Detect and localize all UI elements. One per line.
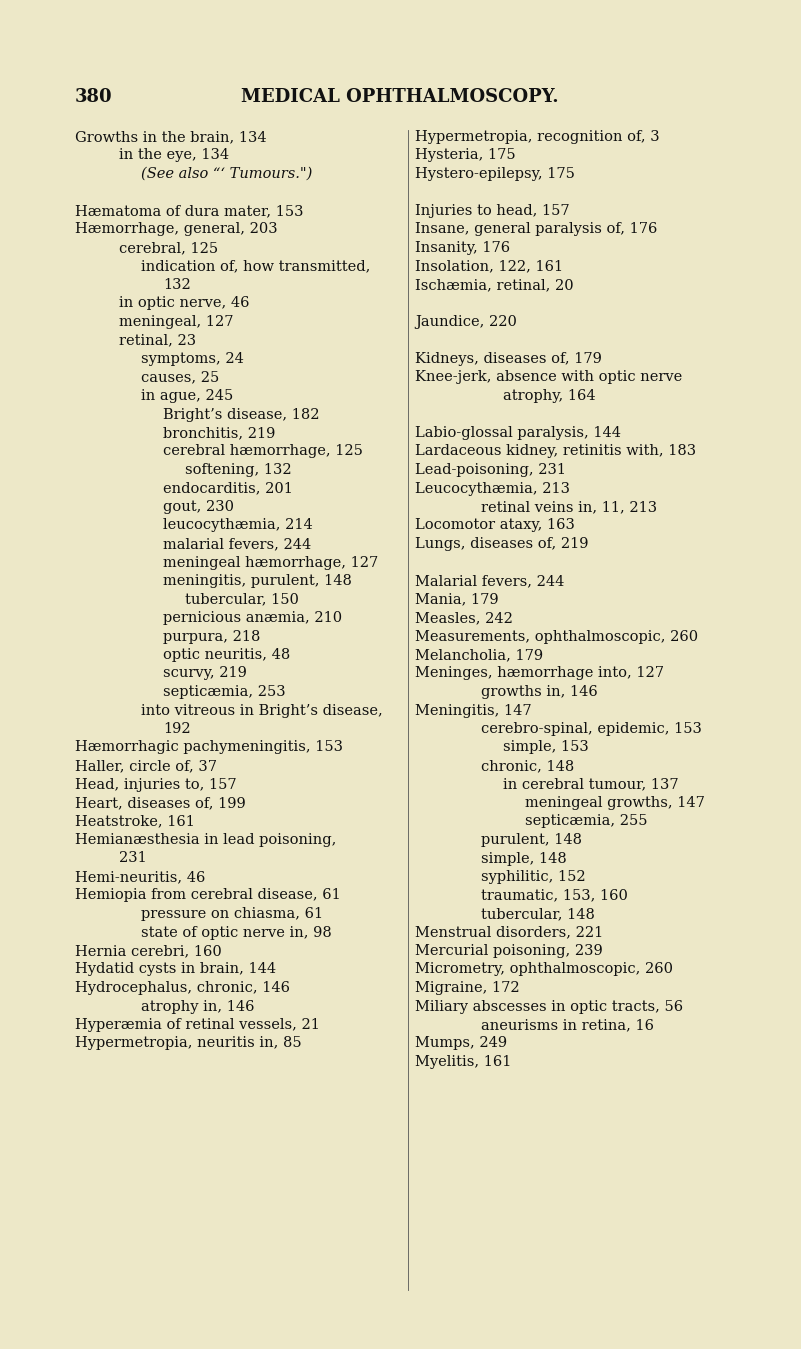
Text: tubercular, 148: tubercular, 148 xyxy=(481,907,595,921)
Text: Menstrual disorders, 221: Menstrual disorders, 221 xyxy=(415,925,603,939)
Text: Insanity, 176: Insanity, 176 xyxy=(415,241,510,255)
Text: Mania, 179: Mania, 179 xyxy=(415,592,499,607)
Text: Hemiopia from cerebral disease, 61: Hemiopia from cerebral disease, 61 xyxy=(75,889,340,902)
Text: cerebro-spinal, epidemic, 153: cerebro-spinal, epidemic, 153 xyxy=(481,722,702,737)
Text: Micrometry, ophthalmoscopic, 260: Micrometry, ophthalmoscopic, 260 xyxy=(415,962,673,977)
Text: simple, 148: simple, 148 xyxy=(481,851,567,866)
Text: meningeal, 127: meningeal, 127 xyxy=(119,316,234,329)
Text: (See also “‘ Tumours."): (See also “‘ Tumours.") xyxy=(141,167,312,181)
Text: 192: 192 xyxy=(163,722,191,737)
Text: Meninges, hæmorrhage into, 127: Meninges, hæmorrhage into, 127 xyxy=(415,666,664,680)
Text: tubercular, 150: tubercular, 150 xyxy=(185,592,299,607)
Text: syphilitic, 152: syphilitic, 152 xyxy=(481,870,586,884)
Text: meningeal hæmorrhage, 127: meningeal hæmorrhage, 127 xyxy=(163,556,378,569)
Text: Hydrocephalus, chronic, 146: Hydrocephalus, chronic, 146 xyxy=(75,981,290,996)
Text: chronic, 148: chronic, 148 xyxy=(481,759,574,773)
Text: leucocythæmia, 214: leucocythæmia, 214 xyxy=(163,518,312,533)
Text: traumatic, 153, 160: traumatic, 153, 160 xyxy=(481,889,628,902)
Text: in ague, 245: in ague, 245 xyxy=(141,389,233,403)
Text: simple, 153: simple, 153 xyxy=(503,741,589,754)
Text: optic neuritis, 48: optic neuritis, 48 xyxy=(163,648,290,662)
Text: Melancholia, 179: Melancholia, 179 xyxy=(415,648,543,662)
Text: indication of, how transmitted,: indication of, how transmitted, xyxy=(141,259,370,274)
Text: Labio-glossal paralysis, 144: Labio-glossal paralysis, 144 xyxy=(415,426,621,440)
Text: Meningitis, 147: Meningitis, 147 xyxy=(415,703,532,718)
Text: meningitis, purulent, 148: meningitis, purulent, 148 xyxy=(163,575,352,588)
Text: Hæmorrhagic pachymeningitis, 153: Hæmorrhagic pachymeningitis, 153 xyxy=(75,741,343,754)
Text: softening, 132: softening, 132 xyxy=(185,463,292,478)
Text: pernicious anæmia, 210: pernicious anæmia, 210 xyxy=(163,611,342,625)
Text: purulent, 148: purulent, 148 xyxy=(481,832,582,847)
Text: Insolation, 122, 161: Insolation, 122, 161 xyxy=(415,259,563,274)
Text: Hernia cerebri, 160: Hernia cerebri, 160 xyxy=(75,944,222,958)
Text: Injuries to head, 157: Injuries to head, 157 xyxy=(415,204,570,219)
Text: Hypermetropia, neuritis in, 85: Hypermetropia, neuritis in, 85 xyxy=(75,1036,302,1051)
Text: Hystero-epilepsy, 175: Hystero-epilepsy, 175 xyxy=(415,167,575,181)
Text: Measles, 242: Measles, 242 xyxy=(415,611,513,625)
Text: Growths in the brain, 134: Growths in the brain, 134 xyxy=(75,130,267,144)
Text: Jaundice, 220: Jaundice, 220 xyxy=(415,316,517,329)
Text: septicæmia, 253: septicæmia, 253 xyxy=(163,685,286,699)
Text: Hypermetropia, recognition of, 3: Hypermetropia, recognition of, 3 xyxy=(415,130,660,144)
Text: Bright’s disease, 182: Bright’s disease, 182 xyxy=(163,407,320,421)
Text: 231: 231 xyxy=(119,851,147,866)
Text: causes, 25: causes, 25 xyxy=(141,371,219,384)
Text: Lead-poisoning, 231: Lead-poisoning, 231 xyxy=(415,463,566,478)
Text: Knee-jerk, absence with optic nerve: Knee-jerk, absence with optic nerve xyxy=(415,371,682,384)
Text: Hemi-neuritis, 46: Hemi-neuritis, 46 xyxy=(75,870,205,884)
Text: retinal veins in, 11, 213: retinal veins in, 11, 213 xyxy=(481,500,657,514)
Text: MEDICAL OPHTHALMOSCOPY.: MEDICAL OPHTHALMOSCOPY. xyxy=(241,88,559,107)
Text: Hæmorrhage, general, 203: Hæmorrhage, general, 203 xyxy=(75,223,278,236)
Text: Hyperæmia of retinal vessels, 21: Hyperæmia of retinal vessels, 21 xyxy=(75,1018,320,1032)
Text: pressure on chiasma, 61: pressure on chiasma, 61 xyxy=(141,907,323,921)
Text: atrophy in, 146: atrophy in, 146 xyxy=(141,1000,255,1013)
Text: Ischæmia, retinal, 20: Ischæmia, retinal, 20 xyxy=(415,278,574,291)
Text: growths in, 146: growths in, 146 xyxy=(481,685,598,699)
Text: 380: 380 xyxy=(75,88,113,107)
Text: malarial fevers, 244: malarial fevers, 244 xyxy=(163,537,312,550)
Text: endocarditis, 201: endocarditis, 201 xyxy=(163,482,293,495)
Text: Mercurial poisoning, 239: Mercurial poisoning, 239 xyxy=(415,944,602,958)
Text: state of optic nerve in, 98: state of optic nerve in, 98 xyxy=(141,925,332,939)
Text: cerebral, 125: cerebral, 125 xyxy=(119,241,218,255)
Text: Heatstroke, 161: Heatstroke, 161 xyxy=(75,815,195,828)
Text: Lardaceous kidney, retinitis with, 183: Lardaceous kidney, retinitis with, 183 xyxy=(415,445,696,459)
Text: bronchitis, 219: bronchitis, 219 xyxy=(163,426,276,440)
Text: Miliary abscesses in optic tracts, 56: Miliary abscesses in optic tracts, 56 xyxy=(415,1000,683,1013)
Text: Haller, circle of, 37: Haller, circle of, 37 xyxy=(75,759,217,773)
Text: atrophy, 164: atrophy, 164 xyxy=(503,389,596,403)
Text: Measurements, ophthalmoscopic, 260: Measurements, ophthalmoscopic, 260 xyxy=(415,630,698,643)
Text: aneurisms in retina, 16: aneurisms in retina, 16 xyxy=(481,1018,654,1032)
Text: Lungs, diseases of, 219: Lungs, diseases of, 219 xyxy=(415,537,589,550)
Text: Malarial fevers, 244: Malarial fevers, 244 xyxy=(415,575,565,588)
Text: Heart, diseases of, 199: Heart, diseases of, 199 xyxy=(75,796,246,809)
Text: into vitreous in Bright’s disease,: into vitreous in Bright’s disease, xyxy=(141,703,383,718)
Text: retinal, 23: retinal, 23 xyxy=(119,333,196,348)
Text: Hemianæsthesia in lead poisoning,: Hemianæsthesia in lead poisoning, xyxy=(75,832,336,847)
Text: 132: 132 xyxy=(163,278,191,291)
Text: cerebral hæmorrhage, 125: cerebral hæmorrhage, 125 xyxy=(163,445,363,459)
Text: Insane, general paralysis of, 176: Insane, general paralysis of, 176 xyxy=(415,223,658,236)
Text: Migraine, 172: Migraine, 172 xyxy=(415,981,520,996)
Text: Myelitis, 161: Myelitis, 161 xyxy=(415,1055,511,1068)
Text: in cerebral tumour, 137: in cerebral tumour, 137 xyxy=(503,777,678,792)
Text: scurvy, 219: scurvy, 219 xyxy=(163,666,247,680)
Text: Hydatid cysts in brain, 144: Hydatid cysts in brain, 144 xyxy=(75,962,276,977)
Text: Kidneys, diseases of, 179: Kidneys, diseases of, 179 xyxy=(415,352,602,366)
Text: gout, 230: gout, 230 xyxy=(163,500,234,514)
Text: in the eye, 134: in the eye, 134 xyxy=(119,148,229,162)
Text: symptoms, 24: symptoms, 24 xyxy=(141,352,244,366)
Text: septicæmia, 255: septicæmia, 255 xyxy=(525,815,647,828)
Text: Locomotor ataxy, 163: Locomotor ataxy, 163 xyxy=(415,518,575,533)
Text: meningeal growths, 147: meningeal growths, 147 xyxy=(525,796,705,809)
Text: Head, injuries to, 157: Head, injuries to, 157 xyxy=(75,777,236,792)
Text: purpura, 218: purpura, 218 xyxy=(163,630,260,643)
Text: in optic nerve, 46: in optic nerve, 46 xyxy=(119,297,249,310)
Text: Mumps, 249: Mumps, 249 xyxy=(415,1036,507,1051)
Text: Hysteria, 175: Hysteria, 175 xyxy=(415,148,516,162)
Text: Hæmatoma of dura mater, 153: Hæmatoma of dura mater, 153 xyxy=(75,204,304,219)
Text: Leucocythæmia, 213: Leucocythæmia, 213 xyxy=(415,482,570,495)
